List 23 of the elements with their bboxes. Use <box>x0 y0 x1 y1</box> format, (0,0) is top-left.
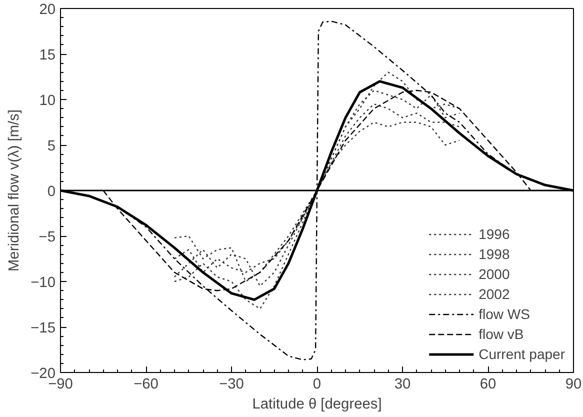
y-tick-label: −15 <box>30 320 56 336</box>
x-tick-label: 90 <box>565 376 582 392</box>
legend-label: flow WS <box>478 306 530 322</box>
legend-label: Current paper <box>478 346 565 362</box>
y-axis-title: Meridional flow v(λ) [m/s] <box>6 109 23 272</box>
y-tick-label: 15 <box>39 48 56 64</box>
legend-label: flow vB <box>478 326 524 342</box>
x-tick-label: 0 <box>312 376 322 392</box>
y-tick-label: 5 <box>47 138 56 154</box>
x-tick-label: −30 <box>219 376 244 392</box>
y-tick-label: −10 <box>30 275 56 291</box>
x-tick-label: 60 <box>480 376 496 392</box>
x-axis-title: Latitude θ [degrees] <box>252 396 382 412</box>
y-tick-label: 0 <box>47 184 56 200</box>
x-tick-label: 30 <box>394 376 411 392</box>
y-tick-label: −5 <box>38 230 56 246</box>
y-tick-label: 10 <box>39 93 56 109</box>
y-tick-label: 20 <box>39 2 56 18</box>
legend-label: 1996 <box>478 226 510 242</box>
legend-label: 2000 <box>478 266 510 282</box>
legend-label: 1998 <box>478 246 510 262</box>
legend-label: 2002 <box>478 286 510 302</box>
x-tick-label: −60 <box>134 376 158 392</box>
